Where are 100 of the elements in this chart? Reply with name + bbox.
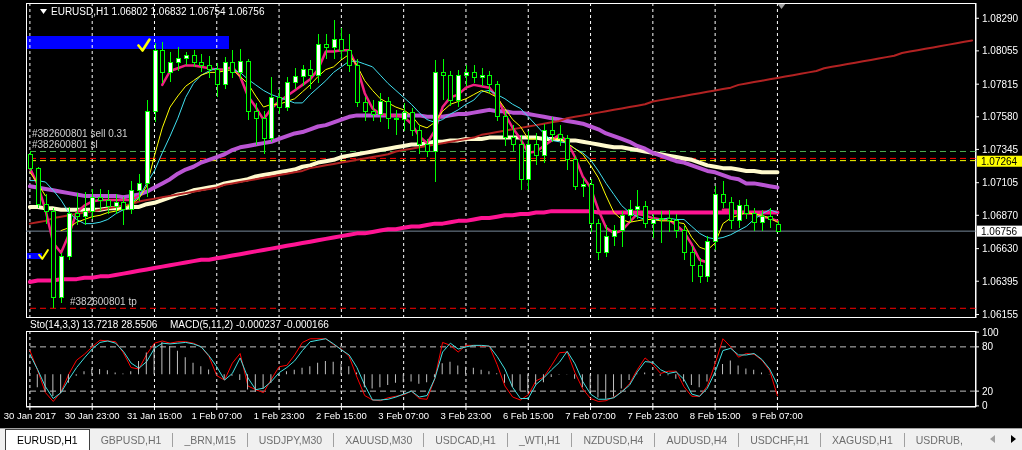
candlestick	[301, 64, 306, 87]
y-tick-label: 1.07815	[982, 78, 1019, 90]
text: XAUUSD,M30	[345, 433, 413, 446]
candlestick	[737, 199, 742, 229]
candlestick	[760, 209, 765, 232]
candlestick	[129, 180, 134, 215]
text: NZDUSD,H4	[583, 433, 644, 446]
candlestick	[659, 210, 664, 244]
candlestick	[324, 33, 329, 60]
candlestick	[254, 102, 259, 146]
candlestick	[83, 191, 88, 226]
candlestick	[308, 59, 313, 90]
text: GBPUSD,H1	[100, 433, 162, 446]
x-tick-label: 7 Feb 07:00	[565, 409, 616, 421]
x-tick-label: 3 Feb 07:00	[378, 409, 430, 421]
candlestick	[277, 88, 282, 115]
candlestick	[332, 19, 337, 60]
y-tick-label: 80	[982, 341, 994, 353]
candlestick	[207, 55, 212, 79]
x-tick-label: 8 Feb 15:00	[689, 409, 741, 421]
candlestick	[371, 99, 376, 122]
y-tick-label: 1.07345	[982, 143, 1019, 155]
x-tick-label: 9 Feb 07:00	[752, 409, 803, 421]
candlestick	[503, 110, 508, 147]
candlestick	[487, 70, 492, 94]
chart-title: MACD(5,11,2) -0.000237 -0.000166	[170, 319, 329, 330]
text: _BRN,M15	[184, 433, 236, 446]
candlestick	[114, 194, 119, 215]
line-series	[28, 39, 974, 225]
candlestick	[378, 92, 383, 123]
candlestick	[441, 58, 446, 101]
candlestick	[347, 33, 352, 73]
y-tick-label: 1.07580	[982, 111, 1019, 123]
text: USDJPY,M30	[258, 433, 323, 446]
candlestick	[75, 192, 80, 226]
y-tick-label: 1.06630	[982, 243, 1019, 255]
text: XAGUSD,H1	[832, 433, 893, 446]
y-tick-label: 0	[982, 400, 988, 412]
x-tick-label: 30 Jan 2017	[3, 409, 57, 421]
candlestick	[682, 225, 687, 261]
candlestick	[215, 62, 220, 98]
candlestick	[768, 207, 773, 229]
y-tick-label: 1.06395	[982, 275, 1019, 287]
candlestick	[137, 173, 142, 202]
y-tick-label: 20	[982, 385, 994, 397]
x-tick-label: 1 Feb 23:00	[253, 409, 305, 421]
candlestick	[394, 109, 399, 136]
x-tick-label: 7 Feb 23:00	[627, 409, 679, 421]
y-tick-label: 1.06870	[982, 209, 1019, 221]
candlestick	[293, 67, 298, 90]
candlestick	[106, 189, 111, 215]
ref-line-label: #382600801 tp	[70, 295, 138, 307]
text: EURUSD,H1	[17, 434, 78, 446]
candlestick	[98, 188, 103, 212]
candlestick	[363, 96, 368, 122]
candlestick	[223, 56, 228, 90]
y-tick-label: 100	[982, 326, 1000, 338]
candlestick	[698, 257, 703, 284]
candlestick	[199, 53, 204, 73]
candlestick	[230, 49, 235, 79]
candlestick	[581, 177, 586, 198]
candlestick	[628, 199, 633, 223]
candlestick	[558, 124, 563, 147]
candlestick	[386, 96, 391, 130]
candlestick	[339, 27, 344, 60]
candlestick	[690, 245, 695, 283]
candlestick	[643, 200, 648, 229]
x-tick-label: 6 Feb 15:00	[502, 409, 554, 421]
x-tick-label: 30 Jan 23:00	[64, 409, 120, 421]
candlestick	[238, 48, 243, 80]
candlestick	[160, 41, 165, 84]
text: USDCAD,H1	[435, 433, 496, 446]
candlestick	[44, 194, 49, 225]
y-tick-label: 1.07105	[982, 177, 1019, 189]
candlestick	[410, 107, 415, 137]
candlestick	[472, 64, 477, 84]
x-tick-label: 2 Feb 15:00	[316, 409, 367, 421]
candlestick	[417, 124, 422, 155]
candlestick	[565, 134, 570, 171]
text: USDCHF,H1	[750, 433, 810, 446]
y-tick-label: 1.08290	[982, 12, 1019, 24]
candlestick	[635, 189, 640, 220]
chart-title: Sto(14,3,3) 13.7218 28.5506	[30, 319, 158, 330]
candlestick	[480, 67, 485, 87]
ref-line-label: #382600801 sell 0.31	[32, 127, 129, 139]
text: _WTI,H1	[518, 433, 561, 446]
candlestick	[744, 198, 749, 220]
text: AUDUSD,H4	[666, 433, 728, 446]
candlestick	[28, 150, 33, 172]
candlestick	[550, 116, 555, 143]
candlestick	[729, 196, 734, 230]
candlestick	[721, 180, 726, 209]
candlestick	[168, 51, 173, 83]
candlestick	[176, 46, 181, 72]
candlestick	[752, 207, 757, 232]
candlestick	[534, 132, 539, 166]
candlestick	[674, 213, 679, 239]
ref-line-label: 1.06756	[981, 225, 1018, 237]
candlestick	[121, 196, 126, 226]
text: USDRUB,	[915, 433, 964, 446]
